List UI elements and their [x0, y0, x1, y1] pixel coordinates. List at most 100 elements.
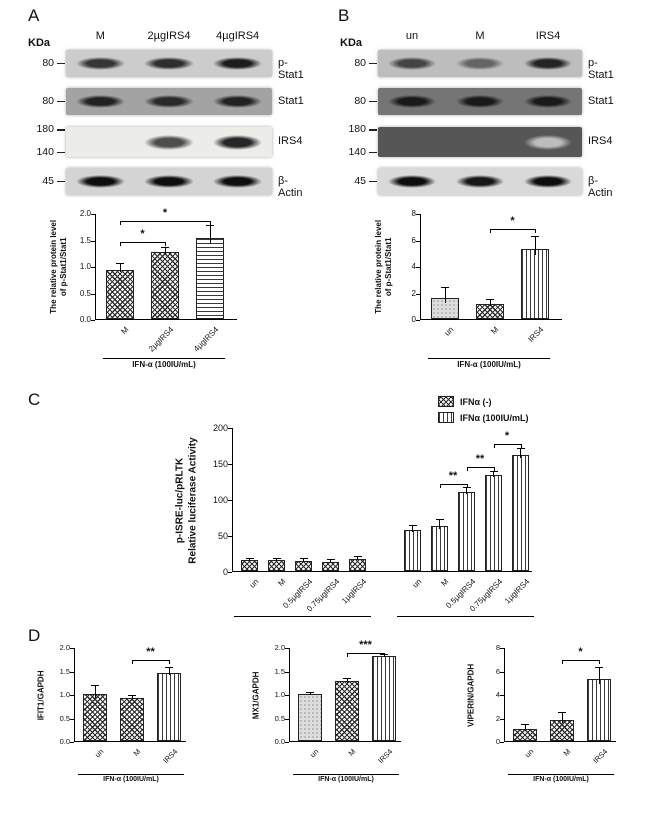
error-bar: [493, 472, 494, 477]
bar-IRS4: [157, 672, 181, 741]
y-tick: [416, 267, 420, 268]
lane-label: M: [475, 30, 485, 42]
y-tick-label: 1.0: [59, 690, 70, 699]
error-cap: [206, 225, 214, 227]
y-axis-title: IFIT1/GAPDH: [36, 670, 46, 720]
kda-heading: KDa: [28, 37, 51, 49]
blot-strip: [378, 50, 582, 77]
protein-band: [212, 94, 263, 109]
bar-0.75µgIRS4: [485, 475, 502, 571]
bar-un: [404, 529, 421, 571]
y-tick-label: 0.0: [59, 737, 70, 746]
y-tick-label: 2: [495, 713, 500, 723]
blot-strip: [378, 127, 582, 157]
legend-item: IFNα (100IU/mL): [438, 412, 529, 423]
y-tick-label: 50: [217, 531, 228, 541]
error-bar: [119, 264, 121, 273]
x-group-line: [293, 774, 399, 776]
significance-bracket: [493, 443, 521, 445]
bracket-tick: [535, 228, 536, 233]
y-tick: [416, 320, 420, 321]
marker-tick: [57, 180, 65, 182]
y-tick: [228, 572, 232, 573]
bracket-tick: [384, 652, 385, 657]
y-tick: [500, 648, 504, 649]
x-axis-title: IFN-α (100IU/mL): [132, 360, 196, 369]
error-cap: [516, 448, 525, 450]
significance-stars: **: [146, 645, 155, 658]
bar-un: [83, 694, 107, 741]
kda-marker: 80: [354, 94, 366, 107]
bar-un: [431, 297, 459, 319]
bracket-tick: [439, 484, 441, 489]
marker-tick: [369, 100, 377, 102]
y-tick: [70, 718, 74, 720]
y-axis-title: The relative protein level of p-Stat1/St…: [49, 220, 69, 314]
y-tick: [91, 320, 95, 321]
bar-IRS4: [372, 656, 396, 741]
bracket-tick: [120, 241, 121, 246]
y-tick-label: 2: [411, 288, 416, 298]
protein-label: Stat1: [278, 94, 304, 107]
error-cap: [128, 694, 136, 696]
y-axis-title: MX1/GAPDH: [251, 671, 261, 719]
bracket-tick: [169, 659, 170, 664]
y-tick: [500, 695, 504, 696]
kda-marker: 80: [42, 56, 54, 69]
legend-label: IFNα (-): [460, 396, 492, 407]
protein-band: [523, 134, 573, 150]
lane-label: M: [95, 30, 105, 42]
bar-M: [268, 560, 285, 571]
error-bar: [131, 695, 133, 699]
error-cap: [595, 667, 603, 669]
protein-band: [144, 174, 194, 189]
error-cap: [408, 525, 417, 527]
protein-label: p-Stat1: [278, 56, 304, 81]
protein-band: [212, 134, 263, 150]
error-bar: [249, 558, 250, 561]
bar-M: [550, 719, 574, 741]
protein-band: [523, 174, 573, 189]
y-tick: [228, 500, 232, 501]
bracket-tick: [493, 443, 495, 448]
x-group-line: [103, 358, 225, 360]
y-tick-label: 0.0: [274, 737, 285, 746]
error-bar: [303, 559, 304, 562]
significance-stars: *: [578, 645, 583, 658]
y-tick: [285, 742, 289, 743]
kda-marker: 80: [354, 56, 366, 69]
y-tick-label: 0.5: [79, 288, 91, 298]
error-cap: [486, 298, 494, 300]
y-tick: [91, 267, 95, 268]
protein-band: [387, 56, 437, 71]
bar-1µgIRS4: [512, 455, 529, 571]
error-bar: [164, 247, 166, 254]
y-tick: [285, 718, 289, 720]
y-axis-title: p-ISRE-luc/pRLTK Relative luciferase Act…: [174, 436, 199, 564]
marker-tick: [369, 129, 377, 131]
plot-area: ** ** *: [232, 428, 532, 572]
y-tick: [70, 648, 74, 649]
significance-bracket: [466, 466, 494, 468]
y-tick: [70, 671, 74, 673]
y-axis-title: VIPERIN/GAPDH: [466, 663, 476, 727]
error-cap: [165, 667, 173, 669]
y-tick: [91, 293, 95, 295]
kda-marker: 45: [354, 174, 366, 187]
panel-c-label: C: [28, 390, 41, 409]
marker-tick: [57, 129, 65, 131]
y-tick: [416, 240, 420, 242]
kda-marker: 180: [348, 123, 366, 135]
y-axis-title: The relative protein level of p-Stat1/St…: [374, 220, 394, 314]
bar-1µgIRS4: [349, 558, 366, 571]
y-tick: [91, 240, 95, 242]
y-tick: [285, 671, 289, 673]
error-cap: [161, 246, 169, 248]
significance-bracket: [490, 228, 535, 230]
group-line: [234, 616, 371, 618]
significance-stars: *: [510, 214, 515, 227]
error-bar: [489, 299, 491, 306]
error-bar: [309, 692, 311, 695]
bar-2µgIRS4: [151, 251, 179, 319]
protein-band: [144, 56, 194, 71]
